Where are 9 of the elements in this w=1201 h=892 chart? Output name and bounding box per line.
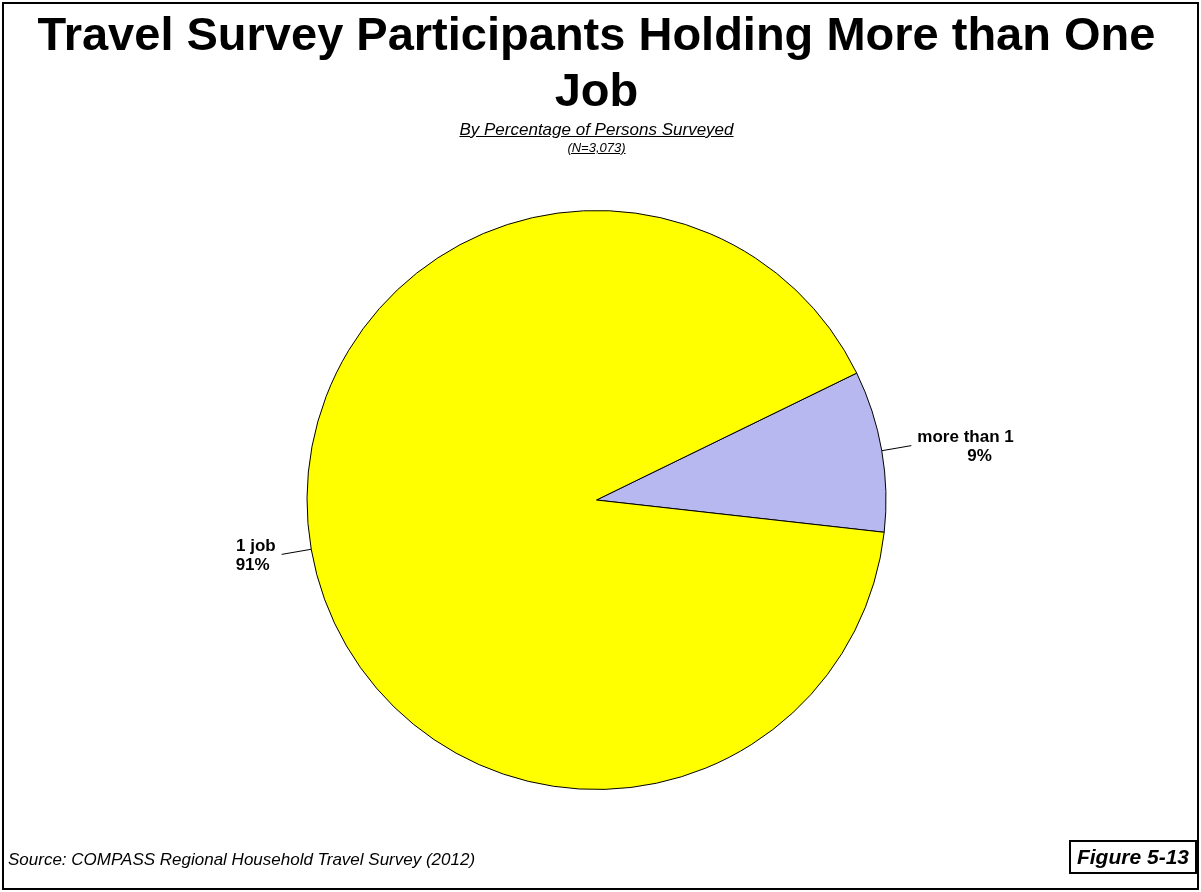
chart-title: Travel Survey Participants Holding More than One Job [36,6,1157,118]
slice-label: 1 job [235,535,276,555]
chart-subtitle: By Percentage of Persons Surveyed [458,120,735,140]
caption: Figure 5-13 [1068,840,1197,874]
data-label: 91% [235,554,270,574]
text: (N=3,073) [566,140,627,155]
data-label: 9% [967,445,992,465]
source-note: Source: COMPASS Regional Household Travel Survey (2012) [8,850,476,870]
slice-label: more than 1 [917,426,1014,446]
